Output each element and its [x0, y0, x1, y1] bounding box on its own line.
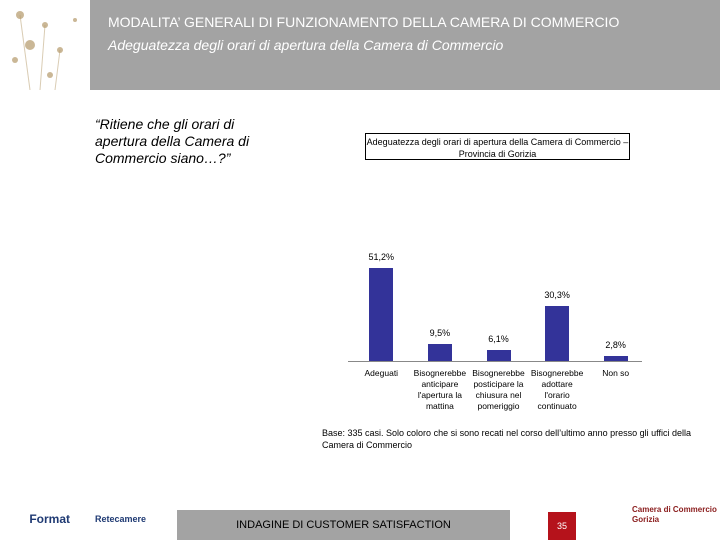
bar [369, 268, 394, 361]
bar [486, 349, 511, 361]
category-label: Adeguati [364, 368, 399, 378]
logo-right: Camera di Commercio Gorizia [632, 505, 717, 525]
category-label: Non so [602, 368, 630, 378]
note: Base: 335 casi. Solo coloro che si sono … [322, 428, 692, 450]
value-label: 2,8% [605, 339, 626, 350]
value-label: 30,3% [544, 289, 570, 300]
decoration [12, 11, 77, 90]
logo-left: Format [29, 512, 70, 526]
logo-right-line: Gorizia [632, 515, 660, 524]
question: “Ritiene che gli orari di apertura della… [95, 116, 250, 166]
header-band [90, 0, 720, 90]
footer-label: INDAGINE DI CUSTOMER SATISFACTION [177, 510, 510, 540]
category-label: Bisognerebbe posticipare la chiusura nel… [472, 368, 525, 411]
value-label: 51,2% [368, 252, 395, 262]
header-subtitle: Adeguatezza degli orari di apertura dell… [108, 37, 504, 53]
header-title: MODALITA’ GENERALI DI FUNZIONAMENTO DELL… [108, 14, 620, 30]
value-label: 9,5% [429, 327, 451, 338]
value-label: 6,1% [488, 333, 509, 344]
bar [427, 343, 452, 361]
logo-right-line: Camera di Commercio [632, 505, 717, 514]
bar [545, 305, 570, 361]
logo-mid: Retecamere [95, 514, 147, 524]
bar [603, 355, 628, 361]
page-number: 35 [548, 512, 576, 540]
chart-title: Adeguatezza degli orari di apertura dell… [365, 133, 630, 160]
category-label: Bisognerebbe adottare l'orario continuat… [530, 368, 584, 411]
x-axis [348, 361, 642, 362]
category-label: Bisognerebbe anticipare l'apertura la ma… [413, 368, 467, 411]
